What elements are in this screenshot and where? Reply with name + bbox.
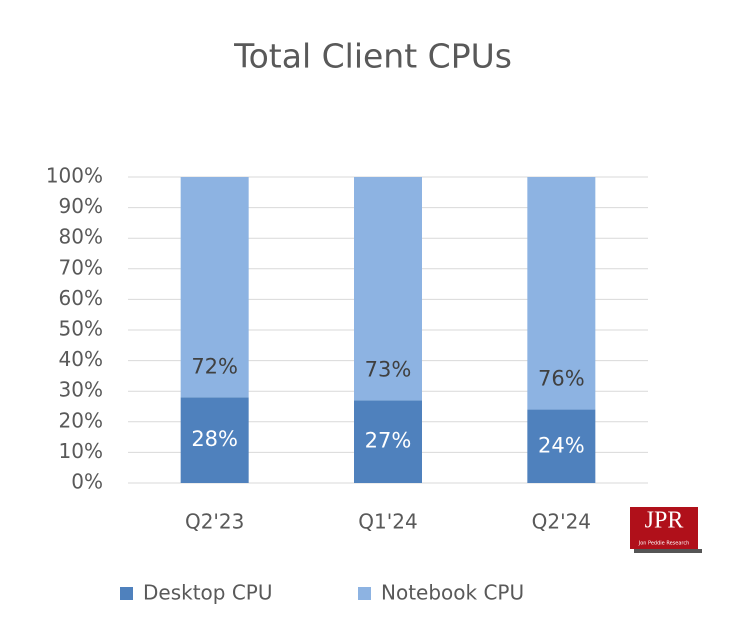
y-tick-label: 40% (59, 347, 103, 371)
bar-segment (527, 177, 596, 410)
logo: JPR Jon Peddie Research (630, 507, 702, 553)
x-tick-label: Q1'24 (358, 510, 417, 534)
data-label: 27% (365, 429, 412, 453)
legend-swatch (120, 587, 133, 600)
y-tick-label: 0% (71, 470, 103, 494)
data-label: 76% (538, 367, 585, 391)
data-label: 73% (365, 357, 412, 381)
legend-label: Desktop CPU (143, 581, 273, 605)
y-tick-label: 100% (46, 164, 103, 188)
y-tick-label: 30% (59, 378, 103, 402)
chart-title: Total Client CPUs (233, 37, 512, 76)
x-tick-label: Q2'23 (185, 510, 244, 534)
legend-label: Notebook CPU (381, 581, 524, 605)
bar-segment (180, 397, 249, 483)
logo-box (630, 507, 698, 549)
bar-segment (354, 177, 422, 401)
logo-shadow (634, 549, 702, 553)
bar-segment (527, 409, 596, 483)
bar-segment (354, 400, 422, 483)
data-label: 24% (538, 433, 585, 457)
y-tick-label: 60% (59, 286, 103, 310)
y-tick-label: 80% (59, 225, 103, 249)
logo-text: JPR (645, 508, 684, 534)
bar-segment (180, 177, 249, 398)
y-tick-label: 70% (59, 255, 103, 279)
data-label: 72% (191, 354, 238, 378)
y-tick-label: 50% (59, 317, 103, 341)
y-tick-label: 20% (59, 408, 103, 432)
data-label: 28% (191, 427, 238, 451)
legend-swatch (358, 587, 371, 600)
logo-caption: Jon Peddie Research (638, 541, 690, 547)
y-tick-label: 90% (59, 194, 103, 218)
x-tick-label: Q2'24 (532, 510, 591, 534)
y-tick-label: 10% (59, 439, 103, 463)
